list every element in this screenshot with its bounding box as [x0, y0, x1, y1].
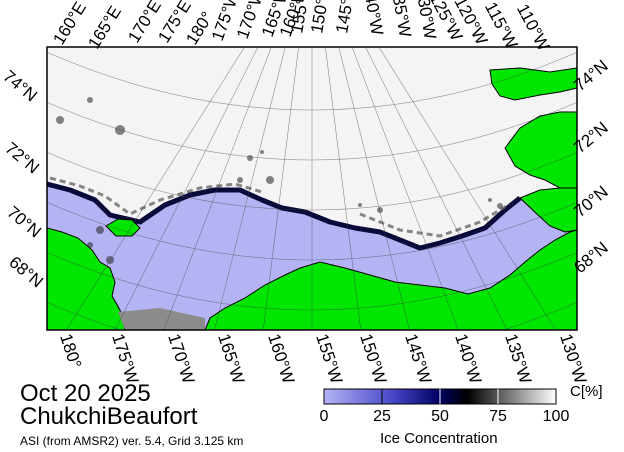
colorbar-tick-label: 25 — [373, 408, 391, 425]
colorbar-tick-label: 50 — [431, 408, 449, 425]
left-lat-label: 70°N — [3, 203, 44, 242]
land-alaska — [204, 229, 577, 330]
top-lon-label: 165°E — [84, 3, 125, 53]
land-chukotka — [47, 227, 126, 330]
colorbar-tick-label: 0 — [319, 408, 329, 425]
bottom-lon-label: 155°W — [312, 331, 346, 386]
left-lat-label: 74°N — [0, 67, 41, 106]
no-data-area — [118, 308, 205, 330]
source-caption: ASI (from AMSR2) ver. 5.4, Grid 3.125 km — [20, 434, 244, 448]
colorbar-tick-label: 75 — [489, 408, 507, 425]
bottom-lon-label: 135°W — [501, 331, 535, 386]
left-lat-label: 68°N — [5, 253, 46, 292]
bottom-lon-label: 130°W — [556, 331, 590, 386]
bottom-lon-label: 145°W — [401, 331, 435, 386]
top-lon-label: 145°W — [332, 0, 360, 35]
colorbar-tick-label: 100 — [542, 408, 570, 425]
bottom-lon-label: 150°W — [356, 331, 390, 386]
bottom-lon-label: 180° — [56, 331, 85, 370]
date-title: Oct 20 2025 — [20, 380, 151, 407]
region-title: ChukchiBeaufort — [20, 403, 198, 430]
bottom-lon-label: 170°W — [164, 331, 198, 386]
bottom-lon-label: 175°W — [108, 331, 142, 386]
top-lon-label: 150°W — [307, 0, 335, 35]
bottom-longitude-labels: 180° 175°W 170°W 165°W 160°W 155°W 150°W 145°W 1… — [56, 331, 590, 386]
top-lon-label: 140°W — [359, 0, 387, 37]
bottom-lon-label: 160°W — [264, 331, 298, 386]
bottom-lon-label: 165°W — [214, 331, 248, 386]
colorbar-ticks — [323, 389, 557, 404]
graticule — [47, 47, 577, 330]
left-lat-label: 72°N — [1, 139, 42, 178]
colorbar-title: Ice Concentration — [380, 430, 498, 447]
land-island-north — [489, 67, 577, 101]
bottom-lon-label: 140°W — [451, 331, 485, 386]
top-lon-label: 135°W — [387, 0, 415, 39]
top-lon-label: 110°W — [513, 1, 553, 54]
ice-floes — [56, 97, 503, 264]
map-area — [47, 47, 577, 330]
map-frame — [46, 46, 578, 331]
land-wrangel-island — [105, 218, 141, 237]
left-latitude-labels: 74°N 72°N 70°N 68°N — [0, 67, 47, 292]
colorbar-unit: C[%] — [570, 383, 603, 400]
